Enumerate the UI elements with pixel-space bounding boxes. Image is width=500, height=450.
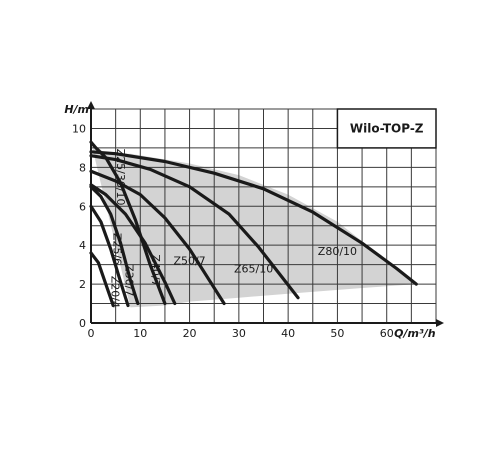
series-label-z40-7: Z40/7 bbox=[149, 254, 162, 286]
pump-curves bbox=[89, 140, 418, 308]
y-tick-label: 4 bbox=[79, 239, 86, 252]
x-tick-label: 0 bbox=[88, 327, 95, 340]
series-label-z25-6: Z25/6 bbox=[111, 233, 124, 265]
x-axis-arrow bbox=[436, 319, 444, 327]
x-tick-label: 10 bbox=[133, 327, 147, 340]
operating-range-envelope bbox=[91, 142, 417, 308]
pump-curve-z50-7 bbox=[89, 169, 226, 306]
chart-title: Wilo-TOP-Z bbox=[350, 121, 424, 135]
axes bbox=[87, 101, 444, 327]
series-label-z25-30-10: Z25/30/10 bbox=[114, 149, 127, 206]
pump-curve-z65-10 bbox=[89, 154, 300, 300]
x-tick-label: 50 bbox=[330, 327, 344, 340]
tick-labels: 0 10 20 30 40 50 60 0 2 4 6 8 10 bbox=[72, 122, 394, 340]
x-tick-label: 20 bbox=[183, 327, 197, 340]
series-label-z80-10: Z80/10 bbox=[318, 245, 357, 258]
x-tick-label: 40 bbox=[281, 327, 295, 340]
pump-curve-z25-6 bbox=[89, 204, 130, 308]
x-tick-label: 60 bbox=[380, 327, 394, 340]
y-tick-label: 0 bbox=[79, 317, 86, 330]
pump-curve-z40-7 bbox=[89, 183, 177, 306]
series-label-z20-4: Z20/4 bbox=[109, 276, 122, 308]
x-tick-label: 30 bbox=[232, 327, 246, 340]
y-tick-label: 2 bbox=[79, 278, 86, 291]
legend-box-frame bbox=[336, 108, 437, 149]
y-tick-label: 6 bbox=[79, 200, 86, 213]
y-axis-arrow bbox=[87, 101, 95, 109]
series-label-z65-10: Z65/10 bbox=[234, 262, 273, 275]
y-tick-label: 10 bbox=[72, 122, 86, 135]
pump-curve-z20-4 bbox=[89, 251, 115, 308]
envelope-area bbox=[91, 142, 417, 308]
series-label-z30-7: Z30/7 bbox=[123, 264, 136, 296]
pump-curve-z30-7 bbox=[89, 185, 140, 306]
pump-curve-z80-10 bbox=[89, 150, 418, 286]
y-tick-label: 8 bbox=[79, 161, 86, 174]
y-axis-label: H/m bbox=[64, 103, 89, 116]
series-label-z50-7: Z50/7 bbox=[173, 255, 205, 268]
x-axis-label: Q/m³/h bbox=[394, 327, 436, 340]
legend-box: Wilo-TOP-Z bbox=[336, 108, 437, 149]
